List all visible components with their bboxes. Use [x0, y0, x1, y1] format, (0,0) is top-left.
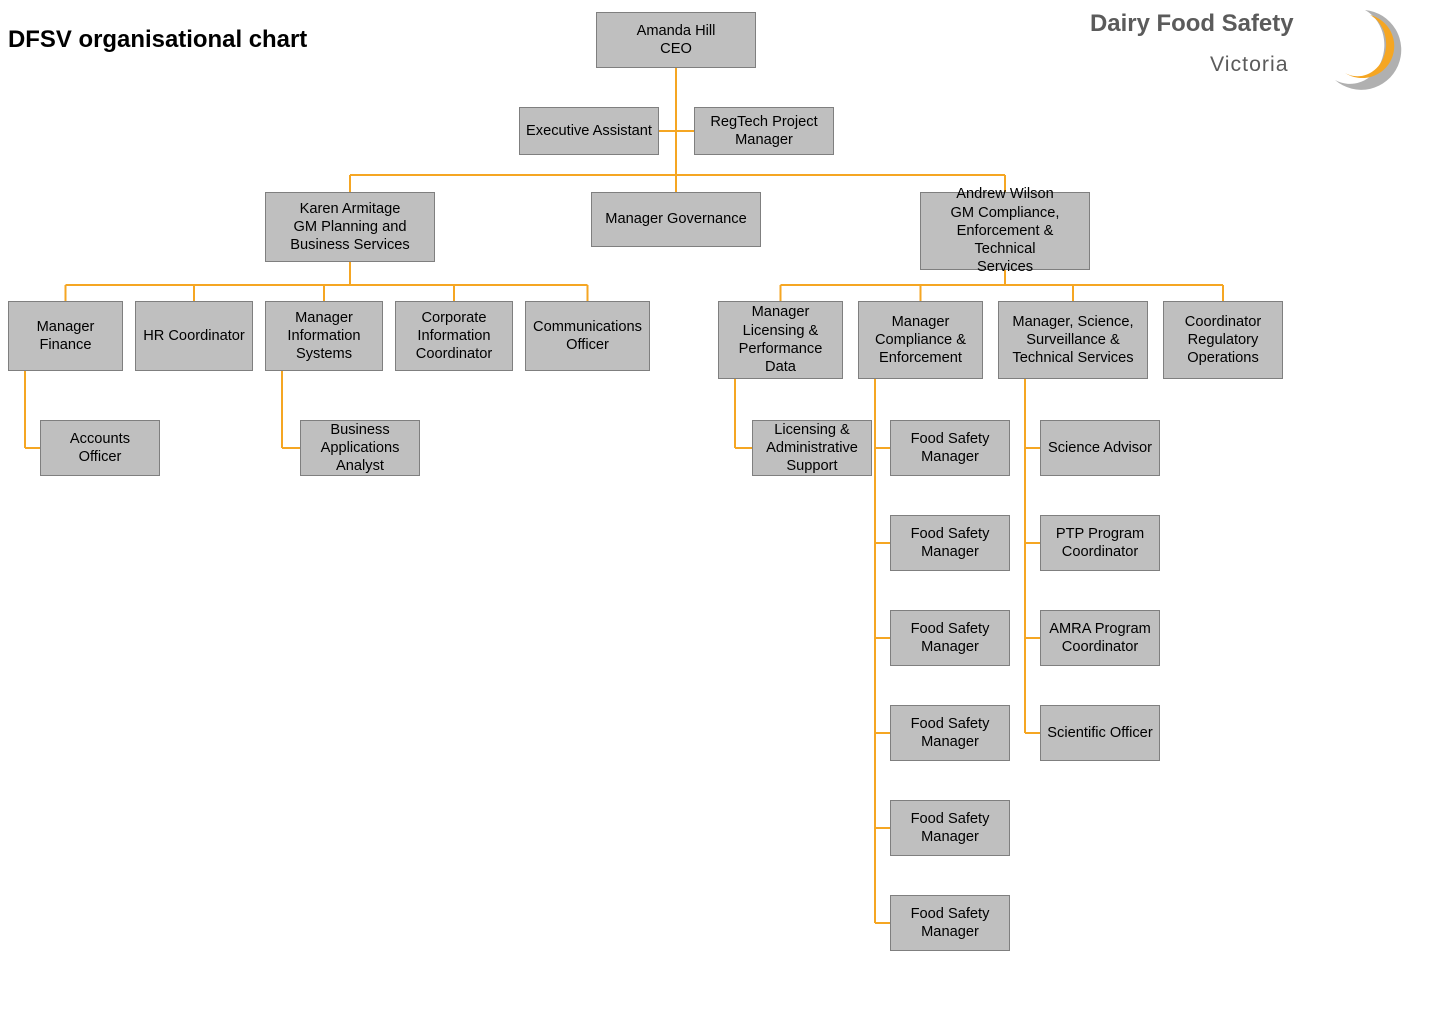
node-hr_coord: HR Coordinator [135, 301, 253, 371]
brand-swoosh-icon [1310, 5, 1420, 95]
node-fsm6: Food Safety Manager [890, 895, 1010, 951]
page-title: DFSV organisational chart [8, 26, 307, 54]
node-fsm4: Food Safety Manager [890, 705, 1010, 761]
node-sci_officer: Scientific Officer [1040, 705, 1160, 761]
node-lic_admin: Licensing & Administrative Support [752, 420, 872, 476]
node-fsm3: Food Safety Manager [890, 610, 1010, 666]
brand-line1: Dairy Food Safety [1090, 10, 1294, 37]
node-accounts: Accounts Officer [40, 420, 160, 476]
node-fsm1: Food Safety Manager [890, 420, 1010, 476]
node-mgr_infosys: Manager Information Systems [265, 301, 383, 371]
org-chart-canvas: DFSV organisational chart Dairy Food Saf… [0, 0, 1433, 1013]
node-sci_advisor: Science Advisor [1040, 420, 1160, 476]
node-regtech: RegTech Project Manager [694, 107, 834, 155]
node-mgr_finance: Manager Finance [8, 301, 123, 371]
node-ptp: PTP Program Coordinator [1040, 515, 1160, 571]
node-gm_planning: Karen Armitage GM Planning and Business … [265, 192, 435, 262]
node-gm_compliance: Andrew Wilson GM Compliance, Enforcement… [920, 192, 1090, 270]
node-exec_asst: Executive Assistant [519, 107, 659, 155]
brand-line2: Victoria [1210, 52, 1289, 76]
node-amra: AMRA Program Coordinator [1040, 610, 1160, 666]
node-ceo: Amanda Hill CEO [596, 12, 756, 68]
node-coord_regops: Coordinator Regulatory Operations [1163, 301, 1283, 379]
brand-logo: Dairy Food Safety Victoria [1090, 10, 1420, 100]
node-mgr_governance: Manager Governance [591, 192, 761, 247]
node-fsm2: Food Safety Manager [890, 515, 1010, 571]
node-fsm5: Food Safety Manager [890, 800, 1010, 856]
node-mgr_licensing: Manager Licensing & Performance Data [718, 301, 843, 379]
node-mgr_science: Manager, Science, Surveillance & Technic… [998, 301, 1148, 379]
node-corp_info: Corporate Information Coordinator [395, 301, 513, 371]
node-bus_apps: Business Applications Analyst [300, 420, 420, 476]
node-mgr_comp_enf: Manager Compliance & Enforcement [858, 301, 983, 379]
node-comms_officer: Communications Officer [525, 301, 650, 371]
